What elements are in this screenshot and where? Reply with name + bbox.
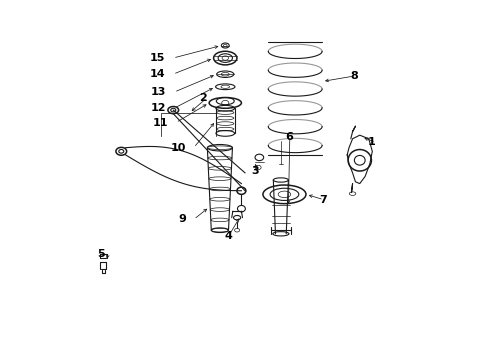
Text: 9: 9	[178, 215, 186, 224]
Text: 5: 5	[97, 248, 104, 258]
Text: 15: 15	[149, 53, 165, 63]
Text: 8: 8	[350, 71, 358, 81]
Text: 4: 4	[224, 231, 232, 240]
Text: 14: 14	[149, 69, 165, 79]
Text: 7: 7	[320, 195, 327, 205]
Text: 1: 1	[368, 138, 376, 147]
Text: 3: 3	[252, 166, 259, 176]
Text: 2: 2	[199, 93, 207, 103]
Text: 6: 6	[286, 132, 294, 142]
Text: 11: 11	[152, 118, 168, 128]
Text: 13: 13	[151, 87, 166, 97]
Text: 10: 10	[171, 143, 186, 153]
Text: 12: 12	[150, 103, 166, 113]
